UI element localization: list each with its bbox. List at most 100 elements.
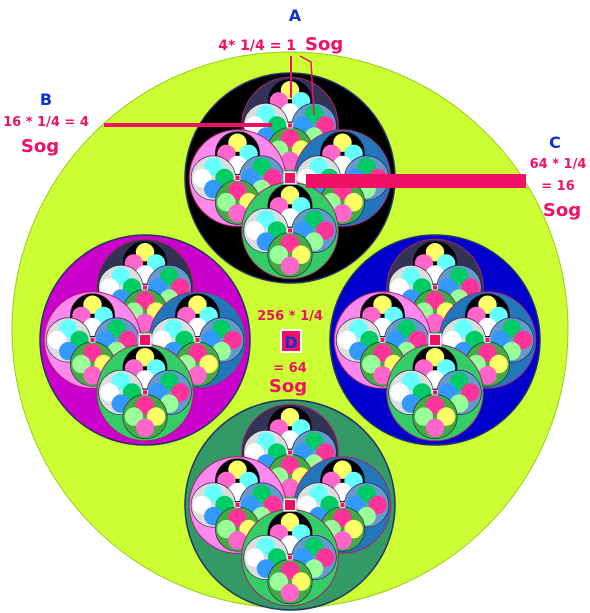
sog-dot (83, 295, 102, 314)
sog-dot (425, 243, 445, 262)
sog-dot (373, 366, 392, 385)
label-c-equation-result: = 16 (541, 179, 575, 194)
sog-dot (408, 330, 427, 350)
sog-level2-center-marker (287, 122, 293, 129)
label-b-pointer-bar (104, 123, 272, 127)
sog-level2-center-marker (287, 227, 293, 234)
sog-dot (368, 495, 387, 515)
label-a-letter: A (289, 6, 302, 25)
sog-level3-center-marker (428, 333, 442, 347)
sog-dot (135, 313, 155, 332)
sog-dot (280, 256, 300, 275)
sog-dot (425, 348, 445, 367)
label-a-equation: 4* 1/4 = 1 (218, 38, 296, 54)
sog-dot (478, 295, 497, 314)
sog-dot (228, 181, 247, 201)
sog-dot (390, 383, 409, 402)
sog-dot (245, 548, 264, 567)
sog-dot (263, 168, 282, 188)
sog-dot (461, 383, 480, 402)
sog-dot (316, 548, 335, 567)
sog-dot (316, 443, 335, 462)
sog-dot (124, 407, 144, 426)
sog-dot (280, 478, 300, 497)
sog-level3-center-marker (138, 333, 152, 347)
sog-dot (373, 295, 392, 314)
sog-dot (228, 460, 247, 479)
label-b-group: B 16 * 1/4 = 4 Sog (3, 90, 272, 157)
label-b-unit: Sog (21, 136, 59, 157)
sog-dot (135, 418, 155, 437)
sog-level2-center-marker (484, 337, 491, 343)
sog-dot (217, 519, 236, 539)
sog-dot (291, 572, 311, 591)
sog-dot (135, 243, 155, 262)
label-b-equation: 16 * 1/4 = 4 (3, 115, 89, 130)
sog-dot (478, 366, 497, 385)
label-a-group: A 4* 1/4 = 1 Sog (218, 6, 343, 116)
sog-dot (245, 221, 264, 240)
sog-dot (316, 116, 335, 135)
sog-dot (436, 407, 456, 426)
sog-level2-center-marker (194, 337, 201, 343)
sog-dot (489, 354, 508, 374)
label-d-equation: 256 * 1/4 (257, 309, 323, 324)
sog-dot (425, 418, 445, 437)
sog-level2-center-marker (89, 337, 96, 343)
sog-dot (269, 572, 289, 591)
sog-dot (228, 204, 247, 223)
sog-dot (83, 366, 102, 385)
sog-dot (72, 354, 91, 374)
label-c-equation: 64 * 1/4 (530, 157, 587, 172)
label-d-equation-result: = 64 (273, 361, 307, 376)
circles-layer (11, 51, 569, 611)
sog-level2-center-marker (142, 389, 148, 396)
sog-dot (333, 531, 352, 550)
sog-dot (280, 583, 300, 602)
sog-dot (461, 278, 480, 297)
sog-dot (513, 330, 532, 350)
sog-dot (228, 531, 247, 550)
sog-dot (362, 354, 381, 374)
sog-dot (316, 221, 335, 240)
sog-dot (414, 407, 434, 426)
sog-dot (263, 495, 282, 515)
label-d-letter: D (284, 333, 297, 352)
sog-dot (280, 234, 300, 253)
label-c-letter: C (549, 133, 561, 152)
label-c-group: C 64 * 1/4 = 16 Sog (306, 133, 586, 221)
sog-level2-center-marker (287, 554, 293, 561)
label-a-pointer-right (299, 55, 315, 116)
sog-level2-center-marker (234, 502, 241, 508)
sog-level2-center-marker (432, 389, 438, 396)
sog-dot (333, 204, 352, 223)
sog-dot (188, 366, 207, 385)
sog-dot (390, 278, 409, 297)
sog-dot (344, 519, 363, 539)
label-d-letter-box (280, 329, 302, 353)
sog-dot (245, 443, 264, 462)
sog-dot (338, 330, 357, 350)
label-b-letter: B (40, 90, 52, 109)
sog-dot (280, 408, 300, 427)
sog-dot (425, 313, 445, 332)
sog-level3-center-marker (283, 498, 297, 512)
sog-dot (135, 348, 155, 367)
sog-dot (280, 129, 300, 148)
sog-dot (333, 460, 352, 479)
sog-level2-center-marker (234, 175, 241, 181)
label-a-unit: Sog (305, 34, 343, 55)
sog-dot (188, 295, 207, 314)
sog-dot (280, 513, 300, 532)
sog-level2-center-marker (287, 449, 293, 456)
label-c-pointer-bar (306, 174, 526, 188)
sog-dot (298, 495, 317, 515)
label-d-group: 256 * 1/4 D = 64 Sog (257, 309, 323, 397)
sog-level2-center-marker (339, 502, 346, 508)
sog-dot (146, 407, 166, 426)
sog-level2-center-marker (379, 337, 386, 343)
sog-level2-center-marker (142, 284, 148, 291)
label-c-unit: Sog (543, 200, 581, 221)
